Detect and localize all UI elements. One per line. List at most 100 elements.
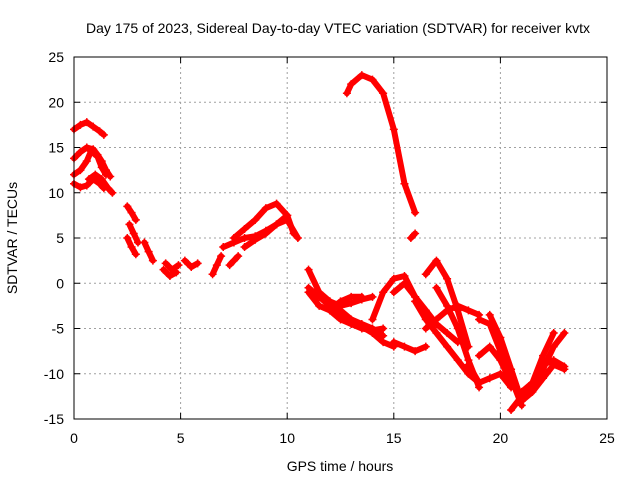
data-point — [180, 256, 189, 265]
chart-title: Day 175 of 2023, Sidereal Day-to-day VTE… — [86, 20, 590, 36]
data-point — [212, 261, 221, 270]
data-point — [400, 179, 409, 188]
data-point — [131, 215, 140, 224]
data-point — [123, 234, 132, 242]
data-point — [240, 234, 249, 242]
data-point — [443, 342, 452, 351]
data-point — [432, 256, 441, 265]
data-point — [129, 229, 138, 238]
series-arc-16 — [230, 200, 291, 241]
data-point — [283, 211, 292, 220]
data-point — [140, 238, 149, 247]
data-point — [251, 235, 260, 244]
data-point — [389, 274, 398, 283]
series-arc-34 — [486, 311, 525, 404]
data-point — [168, 265, 177, 274]
data-point — [475, 315, 484, 324]
x-tick-label: 5 — [177, 430, 185, 446]
data-point — [432, 315, 441, 324]
data-point — [411, 208, 420, 217]
x-tick-label: 20 — [493, 430, 509, 446]
data-point — [496, 369, 505, 378]
data-point — [293, 234, 302, 242]
data-point — [165, 272, 174, 281]
data-point — [225, 261, 234, 270]
data-point — [91, 170, 100, 179]
series-arc-23 — [343, 72, 419, 216]
data-point — [406, 234, 415, 242]
data-point — [304, 265, 313, 274]
data-point — [261, 229, 270, 238]
data-point — [421, 324, 430, 333]
x-tick-label: 0 — [70, 430, 78, 446]
data-point — [187, 262, 196, 271]
data-point — [485, 310, 494, 319]
y-tick-label: 10 — [48, 185, 64, 201]
data-point — [443, 329, 452, 338]
data-point — [528, 378, 537, 387]
data-point — [174, 261, 183, 270]
data-point — [539, 360, 548, 369]
data-point — [148, 256, 157, 265]
data-point — [193, 259, 202, 268]
data-point — [93, 152, 102, 161]
data-point — [84, 175, 93, 184]
data-point — [76, 183, 85, 192]
data-point — [315, 292, 324, 301]
data-point — [421, 342, 430, 351]
data-point — [560, 362, 569, 371]
y-tick-label: -15 — [44, 411, 64, 427]
data-point — [95, 127, 104, 136]
data-point — [432, 329, 441, 338]
x-axis-label: GPS time / hours — [287, 458, 394, 474]
data-point — [411, 297, 420, 306]
data-point — [549, 356, 558, 365]
data-point — [336, 306, 345, 315]
data-point — [304, 288, 313, 297]
x-tick-label: 10 — [279, 430, 295, 446]
data-point — [123, 202, 132, 211]
data-point — [411, 347, 420, 356]
data-point — [82, 118, 91, 127]
data-point — [131, 250, 140, 259]
data-point — [517, 396, 526, 405]
data-point — [76, 120, 85, 129]
data-point — [104, 184, 113, 193]
data-point — [379, 338, 388, 347]
data-point — [517, 387, 526, 396]
y-tick-label: 15 — [48, 140, 64, 156]
data-point — [127, 243, 136, 252]
y-tick-label: 25 — [48, 49, 64, 65]
data-point — [97, 175, 106, 184]
data-point — [443, 274, 452, 283]
data-point — [229, 256, 238, 265]
data-point — [421, 270, 430, 279]
data-point — [217, 252, 226, 261]
data-point — [159, 265, 168, 274]
data-point — [549, 329, 558, 338]
data-point — [368, 326, 377, 335]
y-tick-label: 5 — [56, 230, 64, 246]
data-point — [539, 351, 548, 360]
data-point — [528, 387, 537, 396]
data-point — [82, 143, 91, 152]
data-point — [507, 365, 516, 374]
data-point — [464, 360, 473, 369]
data-point — [496, 356, 505, 365]
data-point — [89, 122, 98, 131]
data-point — [99, 130, 108, 139]
data-point — [539, 374, 548, 383]
data-point — [272, 199, 281, 208]
data-point — [389, 338, 398, 347]
data-point — [475, 351, 484, 360]
series-arc-35 — [476, 343, 515, 386]
data-point — [272, 220, 281, 229]
data-point — [464, 306, 473, 315]
y-axis-label: SDTVAR / TECUs — [4, 182, 20, 294]
data-point — [82, 181, 91, 190]
y-tick-label: 20 — [48, 94, 64, 110]
data-point — [560, 329, 569, 338]
data-point — [336, 297, 345, 306]
data-point — [389, 125, 398, 134]
